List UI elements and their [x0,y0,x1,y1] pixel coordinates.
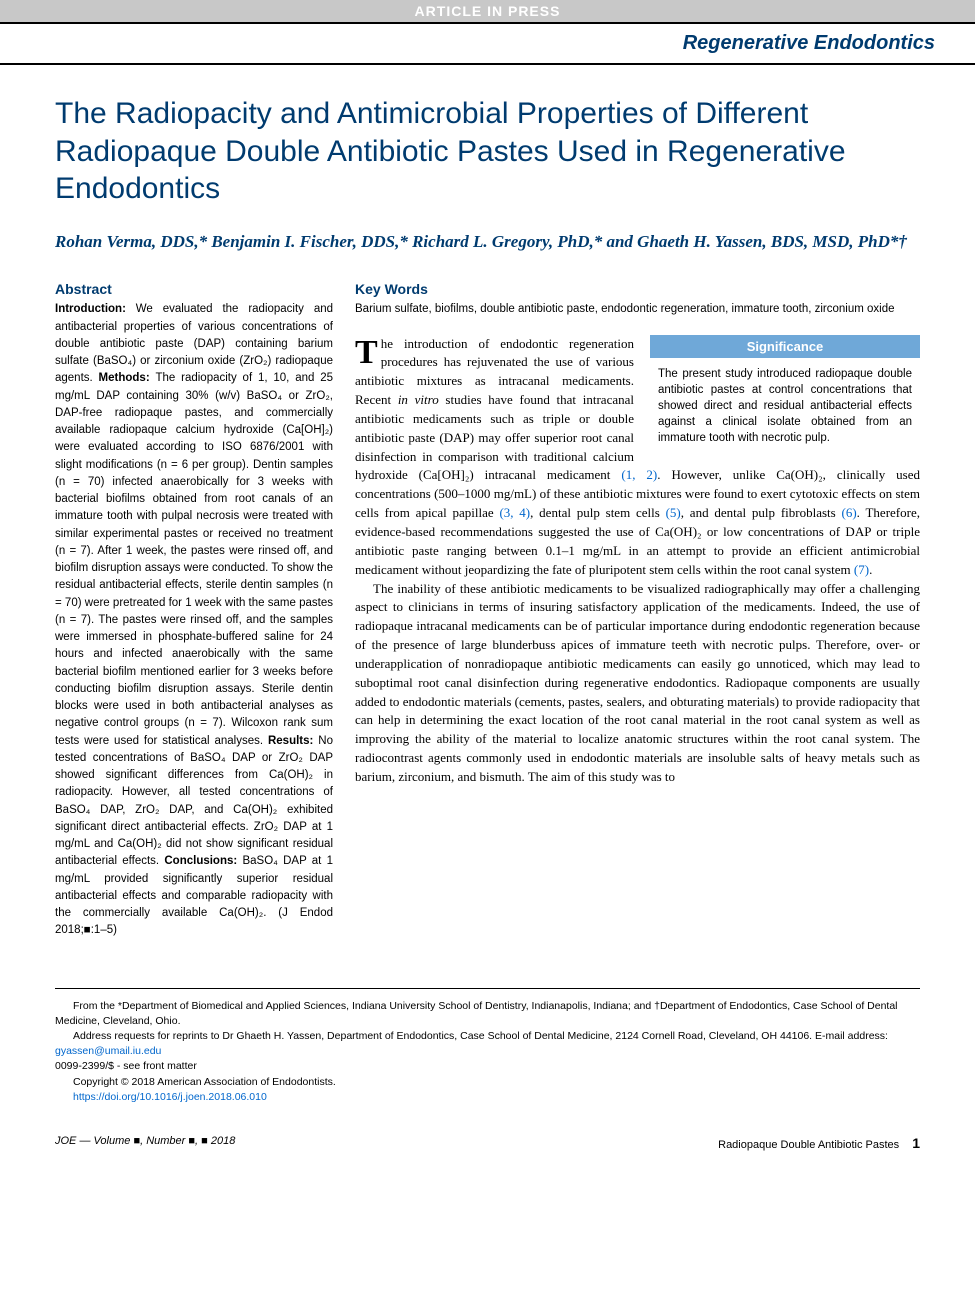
methods-text: The radiopacity of 1, 10, and 25 mg/mL D… [55,372,333,746]
doi-link[interactable]: https://doi.org/10.1016/j.joen.2018.06.0… [55,1090,920,1105]
page-footer: JOE — Volume ■, Number ■, ■ 2018 Radiopa… [0,1105,975,1171]
significance-heading: Significance [650,335,920,358]
page-number: 1 [902,1135,920,1151]
footer-right-wrap: Radiopaque Double Antibiotic Pastes 1 [718,1135,920,1151]
conclusions-text: BaSO₄ DAP at 1 mg/mL provided significan… [55,855,333,936]
results-label: Results: [268,735,318,747]
affil-line-4: Copyright © 2018 American Association of… [55,1075,920,1090]
methods-label: Methods: [99,372,156,384]
main-content: The Radiopacity and Antimicrobial Proper… [0,65,975,960]
intro-label: Introduction: [55,303,136,315]
abstract-column: Abstract Introduction: We evaluated the … [55,281,333,939]
conclusions-label: Conclusions: [164,855,242,867]
corresponding-email[interactable]: gyassen@umail.iu.edu [55,1045,161,1057]
abstract-heading: Abstract [55,281,333,297]
ref-7[interactable]: (7) [854,562,869,577]
keywords-heading: Key Words [355,281,920,297]
p1f: , and dental pulp fibroblasts [681,505,842,520]
p1h: . [869,562,872,577]
footer-right: Radiopaque Double Antibiotic Pastes [718,1139,899,1151]
authors-line: Rohan Verma, DDS,* Benjamin I. Fischer, … [55,230,920,254]
dropcap: T [355,335,381,368]
results-text: No tested concentrations of BaSO₄ DAP or… [55,735,333,868]
affil2a: Address requests for reprints to Dr Ghae… [73,1030,888,1042]
footer-left: JOE — Volume ■, Number ■, ■ 2018 [55,1135,235,1151]
body-column: Key Words Barium sulfate, biofilms, doub… [355,281,920,939]
abstract-body: Introduction: We evaluated the radiopaci… [55,301,333,939]
ref-6[interactable]: (6) [842,505,857,520]
category-bar: Regenerative Endodontics [0,22,975,65]
article-in-press-banner: ARTICLE IN PRESS [0,0,975,22]
affiliations-block: From the *Department of Biomedical and A… [55,988,920,1106]
affil-line-3: 0099-2399/$ - see front matter [55,1059,920,1074]
paragraph-2: The inability of these antibiotic medica… [355,580,920,787]
ref-3-4[interactable]: (3, 4) [499,505,530,520]
article-title: The Radiopacity and Antimicrobial Proper… [55,95,920,208]
p1b: in vitro [398,392,439,407]
keywords-body: Barium sulfate, biofilms, double antibio… [355,301,920,318]
p1e: , dental pulp stem cells [530,505,665,520]
affil-line-1: From the *Department of Biomedical and A… [55,999,920,1029]
significance-box: Significance The present study introduce… [650,335,920,454]
affil-line-2: Address requests for reprints to Dr Ghae… [55,1029,920,1059]
ref-1-2[interactable]: (1, 2) [621,467,657,482]
significance-body: The present study introduced radiopaque … [650,358,920,454]
two-column-layout: Abstract Introduction: We evaluated the … [55,281,920,939]
ref-5[interactable]: (5) [666,505,681,520]
